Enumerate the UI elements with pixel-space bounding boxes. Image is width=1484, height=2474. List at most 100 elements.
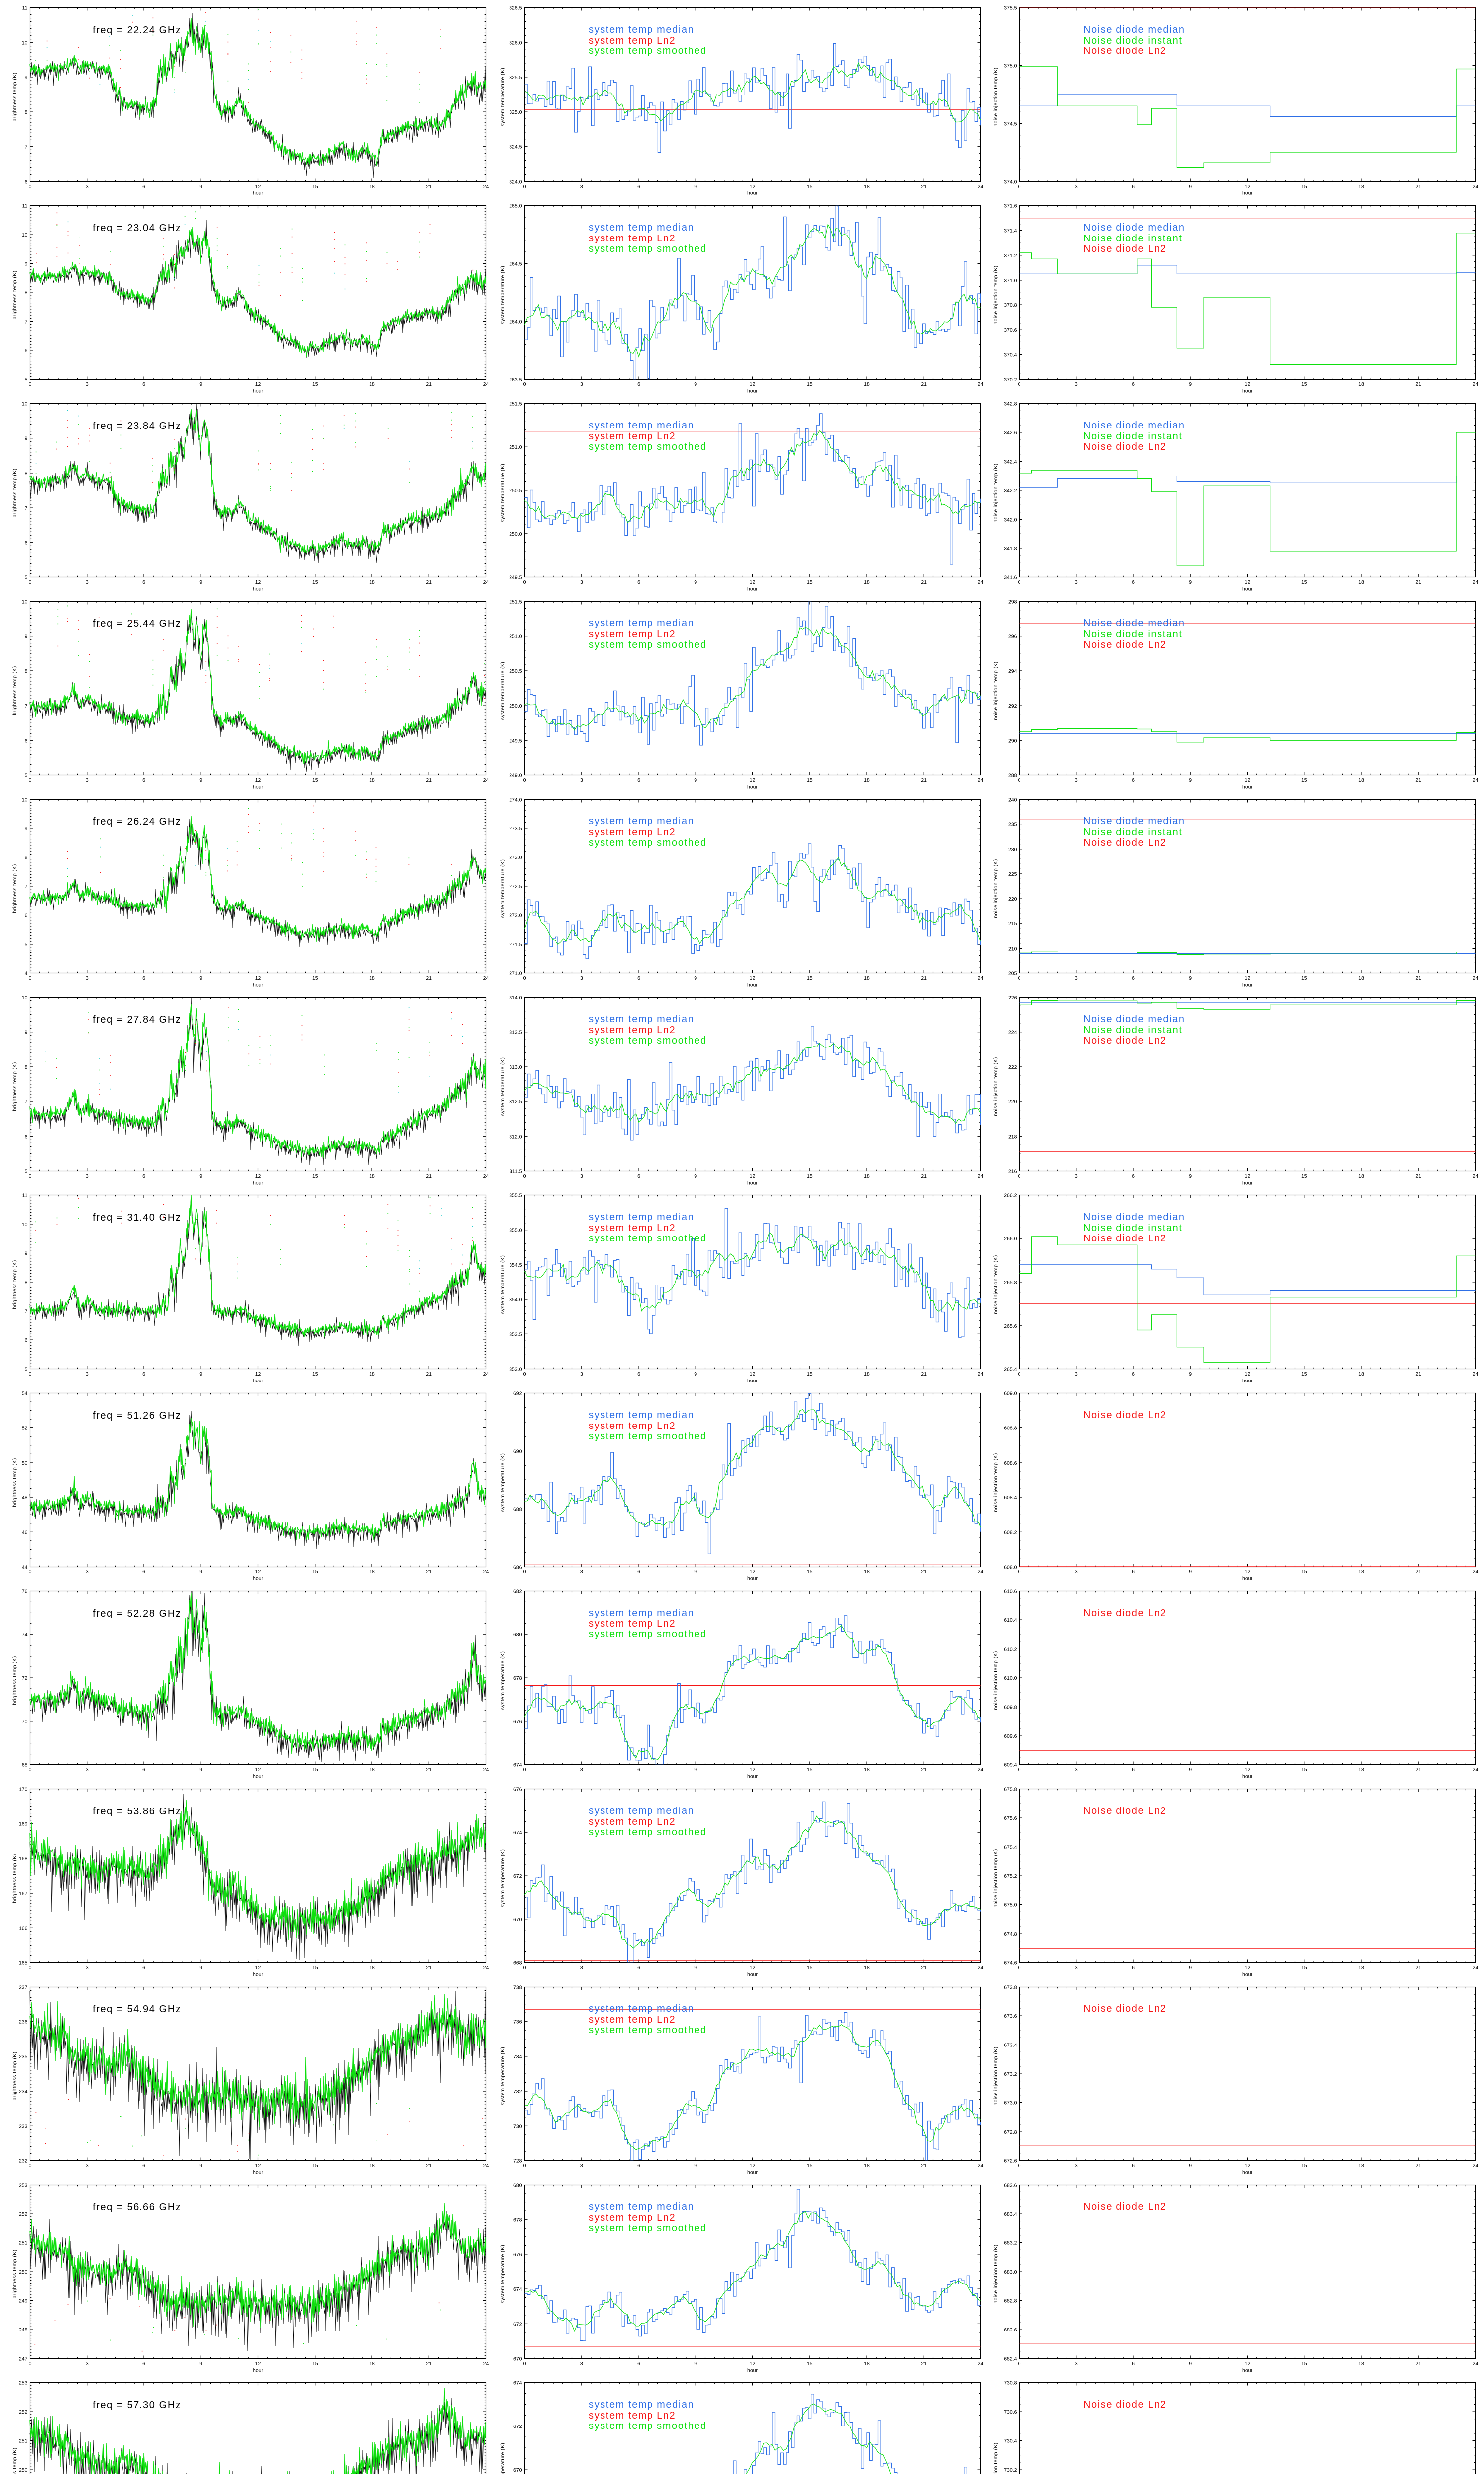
svg-text:hour: hour — [253, 2368, 264, 2374]
svg-text:8: 8 — [25, 1064, 28, 1070]
svg-text:system temperature (K): system temperature (K) — [500, 662, 506, 720]
svg-text:12: 12 — [750, 2163, 756, 2169]
svg-text:3: 3 — [86, 2361, 89, 2367]
svg-text:6: 6 — [25, 1337, 28, 1343]
svg-text:9: 9 — [25, 436, 28, 442]
svg-text:251: 251 — [19, 2240, 28, 2246]
svg-text:18: 18 — [864, 579, 870, 585]
svg-text:12: 12 — [750, 2361, 756, 2367]
svg-text:235: 235 — [1008, 822, 1017, 828]
svg-text:12: 12 — [255, 381, 261, 387]
svg-text:9: 9 — [199, 579, 202, 585]
svg-text:hour: hour — [253, 1180, 264, 1186]
svg-text:271.5: 271.5 — [509, 942, 522, 948]
svg-text:673.0: 673.0 — [1004, 2100, 1017, 2106]
svg-text:3: 3 — [580, 184, 583, 190]
svg-text:18: 18 — [369, 184, 375, 190]
svg-text:610.0: 610.0 — [1004, 1675, 1017, 1681]
svg-text:12: 12 — [750, 1173, 756, 1179]
svg-text:0: 0 — [1018, 579, 1021, 585]
svg-text:6: 6 — [142, 1371, 145, 1377]
svg-text:9: 9 — [199, 975, 202, 981]
svg-text:674: 674 — [513, 1762, 522, 1768]
svg-text:12: 12 — [1245, 777, 1251, 783]
svg-text:21: 21 — [1415, 1767, 1421, 1773]
svg-text:6: 6 — [142, 381, 145, 387]
svg-text:21: 21 — [426, 1569, 432, 1575]
svg-text:7: 7 — [25, 703, 28, 709]
svg-text:3: 3 — [86, 1767, 89, 1773]
svg-text:7: 7 — [25, 144, 28, 150]
svg-text:234: 234 — [19, 2089, 28, 2094]
svg-text:15: 15 — [312, 381, 318, 387]
svg-text:12: 12 — [750, 184, 756, 190]
svg-text:673.8: 673.8 — [1004, 1985, 1017, 1991]
svg-text:6: 6 — [637, 1371, 640, 1377]
svg-text:668: 668 — [513, 1960, 522, 1966]
svg-text:21: 21 — [1415, 1569, 1421, 1575]
svg-text:hour: hour — [1242, 586, 1253, 592]
svg-text:609.0: 609.0 — [1004, 1391, 1017, 1397]
svg-text:375.5: 375.5 — [1004, 5, 1017, 11]
svg-text:0: 0 — [523, 975, 526, 981]
svg-text:24: 24 — [1473, 579, 1479, 585]
svg-text:noise injection temp (K): noise injection temp (K) — [993, 1255, 999, 1314]
svg-text:system temperature (K): system temperature (K) — [500, 1255, 506, 1314]
svg-text:674.6: 674.6 — [1004, 1960, 1017, 1966]
svg-text:0: 0 — [29, 1569, 32, 1575]
svg-text:0: 0 — [523, 1569, 526, 1575]
svg-text:3: 3 — [86, 579, 89, 585]
svg-text:8: 8 — [25, 668, 28, 674]
svg-text:9: 9 — [1189, 1173, 1192, 1179]
svg-text:3: 3 — [580, 579, 583, 585]
svg-text:system temperature (K): system temperature (K) — [500, 1057, 506, 1116]
svg-text:24: 24 — [483, 2163, 489, 2169]
svg-text:system temp median: system temp median — [589, 1806, 694, 1816]
svg-text:0: 0 — [29, 1371, 32, 1377]
svg-text:3: 3 — [86, 1173, 89, 1179]
svg-text:18: 18 — [864, 975, 870, 981]
svg-text:0: 0 — [1018, 1965, 1021, 1971]
svg-text:675.8: 675.8 — [1004, 1787, 1017, 1793]
svg-text:674: 674 — [513, 2286, 522, 2292]
svg-text:220: 220 — [1008, 896, 1017, 902]
svg-text:Noise diode Ln2: Noise diode Ln2 — [1083, 2399, 1167, 2410]
svg-text:224: 224 — [1008, 1030, 1017, 1036]
svg-text:24: 24 — [1473, 1173, 1479, 1179]
svg-text:hour: hour — [253, 190, 264, 196]
svg-text:6: 6 — [637, 1767, 640, 1773]
svg-text:370.4: 370.4 — [1004, 352, 1017, 358]
svg-text:0: 0 — [523, 2361, 526, 2367]
svg-text:0: 0 — [29, 2361, 32, 2367]
svg-text:18: 18 — [1358, 1965, 1364, 1971]
svg-text:21: 21 — [1415, 1173, 1421, 1179]
svg-text:system temperature (K): system temperature (K) — [500, 68, 506, 127]
svg-text:6: 6 — [25, 540, 28, 546]
svg-text:hour: hour — [1242, 1378, 1253, 1384]
svg-text:12: 12 — [1245, 579, 1251, 585]
svg-text:3: 3 — [86, 975, 89, 981]
svg-text:0: 0 — [523, 579, 526, 585]
svg-text:21: 21 — [1415, 2361, 1421, 2367]
svg-text:676: 676 — [513, 1787, 522, 1793]
svg-text:Noise diode instant: Noise diode instant — [1083, 233, 1183, 244]
svg-text:21: 21 — [426, 1965, 432, 1971]
svg-text:21: 21 — [1415, 777, 1421, 783]
svg-text:12: 12 — [750, 975, 756, 981]
svg-text:hour: hour — [1242, 1180, 1253, 1186]
svg-text:hour: hour — [1242, 388, 1253, 394]
svg-text:692: 692 — [513, 1391, 522, 1397]
svg-text:0: 0 — [523, 1371, 526, 1377]
svg-text:Noise diode instant: Noise diode instant — [1083, 827, 1183, 838]
svg-text:273.5: 273.5 — [509, 826, 522, 832]
svg-text:18: 18 — [1358, 381, 1364, 387]
svg-text:3: 3 — [86, 2163, 89, 2169]
svg-text:system temp Ln2: system temp Ln2 — [589, 629, 676, 640]
svg-text:24: 24 — [978, 777, 984, 783]
svg-text:hour: hour — [253, 1972, 264, 1978]
svg-text:21: 21 — [921, 381, 927, 387]
svg-text:10: 10 — [22, 232, 28, 238]
svg-text:9: 9 — [694, 381, 697, 387]
svg-text:24: 24 — [978, 975, 984, 981]
svg-text:3: 3 — [580, 1371, 583, 1377]
